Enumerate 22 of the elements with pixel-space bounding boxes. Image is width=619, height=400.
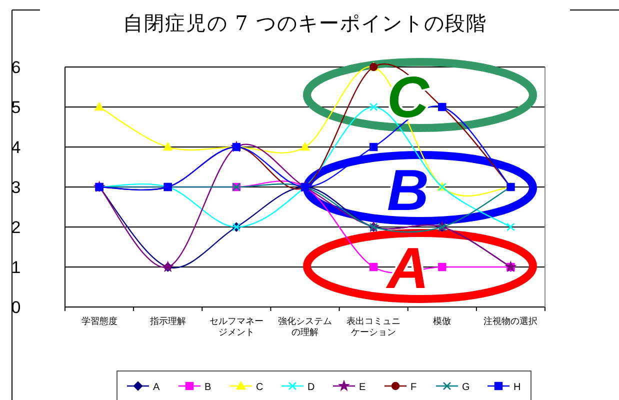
y-tick-label: 4 (11, 138, 21, 157)
chart-title: 自閉症児の 7 つのキーポイントの段階 (122, 11, 488, 35)
x-tick-label: 注視物の選択 (484, 316, 538, 326)
x-tick-label: 模倣 (433, 316, 452, 326)
legend-label: A (153, 382, 160, 393)
y-tick-label: 6 (11, 58, 21, 77)
x-tick-label: 学習態度 (81, 316, 118, 326)
legend-label: H (514, 382, 521, 393)
y-tick-label: 3 (11, 178, 21, 197)
y-tick-label: 5 (11, 98, 21, 117)
y-tick-label: 2 (11, 218, 21, 237)
legend-label: B (204, 382, 212, 393)
legend-label: E (359, 382, 366, 393)
legend-label: G (462, 382, 470, 393)
x-tick-label: 表出コミュニケーション (346, 316, 401, 337)
legend-label: C (256, 382, 264, 393)
legend-label: F (410, 382, 417, 393)
x-tick-label: セルフマネージメント (209, 316, 264, 337)
legend-label: D (308, 382, 315, 393)
x-tick-label: 指示理解 (148, 316, 186, 326)
x-tick-label: 強化システムの理解 (278, 316, 332, 337)
y-tick-label: 1 (11, 258, 21, 277)
